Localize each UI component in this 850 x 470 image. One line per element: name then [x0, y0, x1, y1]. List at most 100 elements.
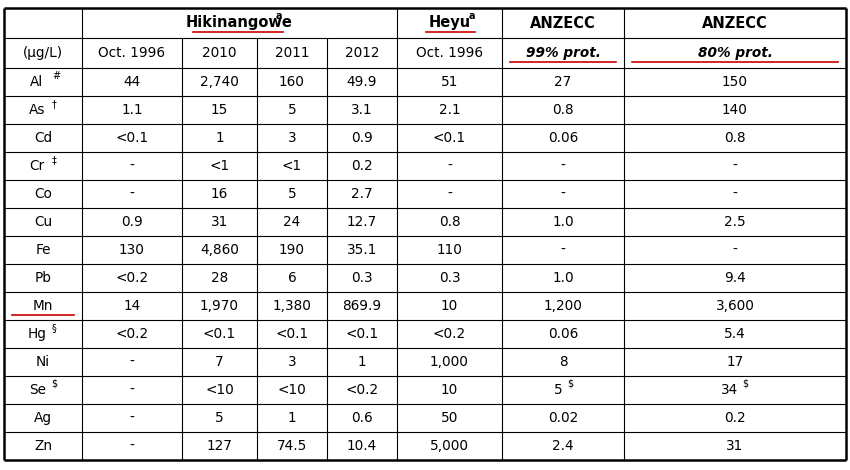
Text: <1: <1	[282, 159, 302, 173]
Text: 99% prot.: 99% prot.	[525, 46, 600, 60]
Text: <0.2: <0.2	[116, 271, 149, 285]
Text: 7: 7	[215, 355, 224, 369]
Text: ‡: ‡	[52, 155, 57, 165]
Text: <10: <10	[278, 383, 306, 397]
Text: 50: 50	[441, 411, 458, 425]
Text: Cr: Cr	[30, 159, 44, 173]
Text: <1: <1	[209, 159, 230, 173]
Text: #: #	[52, 71, 60, 81]
Text: <0.1: <0.1	[345, 327, 378, 341]
Text: †: †	[52, 99, 57, 109]
Text: 0.2: 0.2	[351, 159, 373, 173]
Text: -: -	[129, 187, 134, 201]
Text: -: -	[560, 159, 565, 173]
Text: Zn: Zn	[34, 439, 52, 453]
Text: -: -	[733, 243, 738, 257]
Text: 3,600: 3,600	[716, 299, 755, 313]
Text: 51: 51	[441, 75, 458, 89]
Text: <0.1: <0.1	[116, 131, 149, 145]
Text: 2.5: 2.5	[724, 215, 745, 229]
Text: Ni: Ni	[36, 355, 50, 369]
Text: <0.1: <0.1	[433, 131, 466, 145]
Text: a: a	[275, 11, 281, 21]
Text: -: -	[129, 439, 134, 453]
Text: ANZECC: ANZECC	[702, 16, 768, 31]
Text: 127: 127	[207, 439, 232, 453]
Text: 2.4: 2.4	[552, 439, 574, 453]
Text: $: $	[567, 379, 573, 389]
Text: 0.9: 0.9	[351, 131, 373, 145]
Text: §: §	[52, 323, 57, 333]
Text: 8: 8	[558, 355, 567, 369]
Text: As: As	[29, 103, 45, 117]
Text: 5: 5	[553, 383, 563, 397]
Text: 3.1: 3.1	[351, 103, 373, 117]
Text: 12.7: 12.7	[347, 215, 377, 229]
Text: 0.3: 0.3	[439, 271, 461, 285]
Text: 35.1: 35.1	[347, 243, 377, 257]
Text: 16: 16	[211, 187, 228, 201]
Text: 27: 27	[554, 75, 571, 89]
Text: 1: 1	[215, 131, 224, 145]
Text: 190: 190	[279, 243, 305, 257]
Text: 5: 5	[287, 103, 297, 117]
Text: 34: 34	[722, 383, 739, 397]
Text: Se: Se	[30, 383, 47, 397]
Text: 0.8: 0.8	[552, 103, 574, 117]
Text: Oct. 1996: Oct. 1996	[99, 46, 166, 60]
Text: 2.1: 2.1	[439, 103, 461, 117]
Text: 2011: 2011	[275, 46, 309, 60]
Text: Ag: Ag	[34, 411, 52, 425]
Text: $: $	[51, 379, 57, 389]
Text: -: -	[733, 187, 738, 201]
Text: 0.8: 0.8	[439, 215, 461, 229]
Text: -: -	[447, 159, 452, 173]
Text: Cd: Cd	[34, 131, 52, 145]
Text: 5,000: 5,000	[430, 439, 469, 453]
Text: 2010: 2010	[202, 46, 237, 60]
Text: Heyu: Heyu	[428, 16, 471, 31]
Text: 24: 24	[283, 215, 301, 229]
Text: -: -	[129, 159, 134, 173]
Text: Oct. 1996: Oct. 1996	[416, 46, 483, 60]
Text: <0.2: <0.2	[433, 327, 466, 341]
Text: -: -	[560, 243, 565, 257]
Text: 0.3: 0.3	[351, 271, 373, 285]
Text: <0.2: <0.2	[116, 327, 149, 341]
Text: 3: 3	[287, 355, 297, 369]
Text: 2012: 2012	[345, 46, 379, 60]
Text: Mn: Mn	[33, 299, 54, 313]
Text: 1,000: 1,000	[430, 355, 469, 369]
Text: 1.1: 1.1	[122, 103, 143, 117]
Text: Cu: Cu	[34, 215, 52, 229]
Text: <10: <10	[205, 383, 234, 397]
Text: Fe: Fe	[35, 243, 51, 257]
Text: -: -	[560, 187, 565, 201]
Text: 110: 110	[437, 243, 462, 257]
Text: 0.9: 0.9	[121, 215, 143, 229]
Text: 0.06: 0.06	[548, 131, 578, 145]
Text: 1.0: 1.0	[552, 215, 574, 229]
Text: 2,740: 2,740	[200, 75, 239, 89]
Text: -: -	[129, 355, 134, 369]
Text: $: $	[743, 379, 749, 389]
Text: 17: 17	[727, 355, 744, 369]
Text: 10.4: 10.4	[347, 439, 377, 453]
Text: 4,860: 4,860	[200, 243, 239, 257]
Text: a: a	[468, 11, 475, 21]
Text: 15: 15	[211, 103, 228, 117]
Text: 10: 10	[441, 383, 458, 397]
Text: 1,380: 1,380	[273, 299, 311, 313]
Text: 6: 6	[287, 271, 297, 285]
Text: 5: 5	[215, 411, 224, 425]
Text: -: -	[733, 159, 738, 173]
Text: Pb: Pb	[35, 271, 52, 285]
Text: -: -	[129, 411, 134, 425]
Text: 49.9: 49.9	[347, 75, 377, 89]
Text: 150: 150	[722, 75, 748, 89]
Text: 10: 10	[441, 299, 458, 313]
Text: 80% prot.: 80% prot.	[698, 46, 773, 60]
Text: -: -	[129, 383, 134, 397]
Text: Al: Al	[31, 75, 43, 89]
Text: <0.1: <0.1	[203, 327, 236, 341]
